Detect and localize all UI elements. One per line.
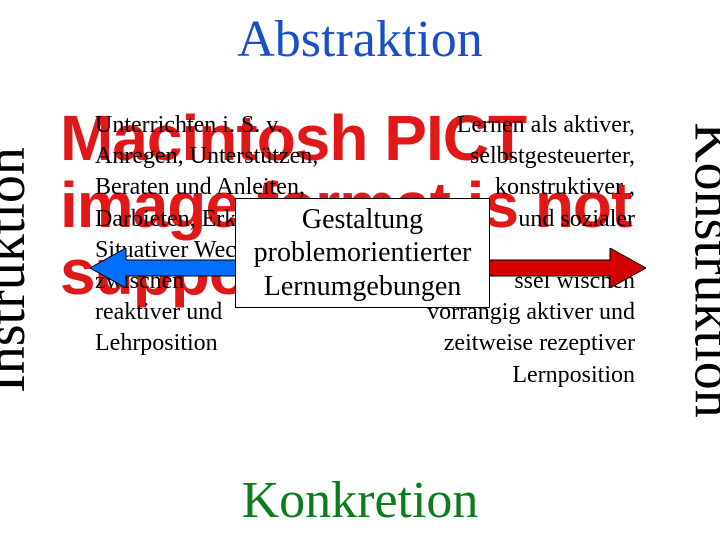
title-konkretion: Konkretion [0, 471, 720, 530]
center-box-gestaltung: Gestaltung problemorientierter Lernumgeb… [235, 198, 490, 308]
axis-label-instruktion: Instruktion [0, 147, 34, 393]
center-box-text: Gestaltung problemorientierter Lernumgeb… [240, 203, 485, 304]
axis-label-konstruktion: Konstruktion [686, 122, 720, 418]
title-abstraktion: Abstraktion [0, 10, 720, 69]
